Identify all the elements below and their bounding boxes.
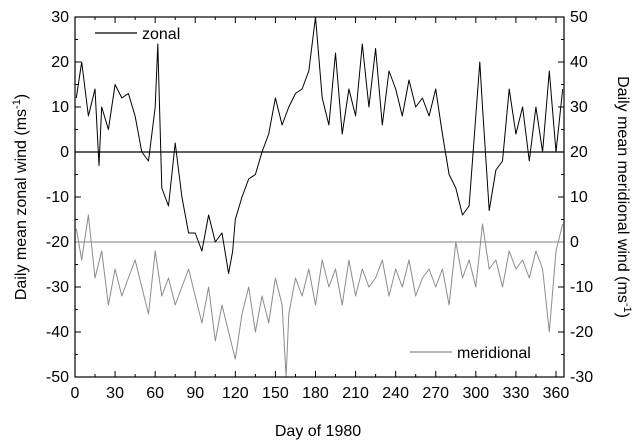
y-left-tick-label: -40 [46, 324, 69, 341]
x-tick-label: 30 [106, 385, 124, 402]
y-left-tick-label: 10 [51, 99, 69, 116]
y-left-tick-label: 30 [51, 9, 69, 26]
y-right-tick-label: 40 [570, 54, 588, 71]
series-layer [75, 16, 564, 378]
y-right-tick-label: -20 [570, 324, 593, 341]
series-line-zonal [75, 16, 564, 274]
x-tick-label: 330 [503, 385, 530, 402]
y-axis-right-title-sup: -1 [621, 303, 632, 313]
x-tick-label: 0 [71, 385, 80, 402]
legend-zonal-label: zonal [142, 26, 180, 43]
y-left-tick-label: -10 [46, 189, 69, 206]
y-right-tick-label: -10 [570, 279, 593, 296]
x-tick-label: 180 [302, 385, 329, 402]
y-right-tick-label: 10 [570, 189, 588, 206]
y-axis-right-title: Daily mean meridional wind (ms-1) [614, 76, 632, 318]
y-right-tick-label: 30 [570, 99, 588, 116]
y-left-tick-label: -50 [46, 369, 69, 386]
x-tick-label: 90 [186, 385, 204, 402]
x-tick-label: 150 [262, 385, 289, 402]
x-tick-label: 60 [146, 385, 164, 402]
x-axis-title: Day of 1980 [275, 423, 361, 440]
tick-layer: 0 30 60 90 120 150 180 210 240 270 300 330 360-50-40… [46, 9, 593, 402]
y-axis-left-title-main: Daily mean zonal wind (ms [13, 109, 30, 300]
y-right-tick-label: 50 [570, 9, 588, 26]
y-axis-right-title-main: Daily mean meridional wind (ms [614, 76, 631, 303]
x-tick-label: 240 [382, 385, 409, 402]
x-tick-label: 300 [462, 385, 489, 402]
y-right-tick-label: 0 [570, 234, 579, 251]
y-axis-left-title: Daily mean zonal wind (ms-1) [11, 94, 30, 300]
y-left-tick-label: -20 [46, 234, 69, 251]
reference-line-layer [75, 151, 564, 243]
y-right-tick-label: 20 [570, 144, 588, 161]
plot-frame [74, 16, 565, 378]
x-tick-label: 210 [342, 385, 369, 402]
x-tick-label: 120 [222, 385, 249, 402]
y-left-tick-label: -30 [46, 279, 69, 296]
x-tick-label: 360 [543, 385, 570, 402]
y-axis-right-title-end: ) [614, 313, 631, 318]
x-tick-label: 270 [422, 385, 449, 402]
legend-zonal: zonal [95, 26, 180, 43]
y-axis-left-title-end: ) [13, 94, 30, 99]
y-axis-left-title-sup: -1 [11, 99, 23, 109]
legend-meridional-label: meridional [457, 345, 531, 362]
series-line-meridional [75, 214, 564, 378]
legend-meridional: meridional [410, 345, 531, 362]
y-left-tick-label: 0 [60, 144, 69, 161]
y-right-tick-label: -30 [570, 369, 593, 386]
y-left-tick-label: 20 [51, 54, 69, 71]
